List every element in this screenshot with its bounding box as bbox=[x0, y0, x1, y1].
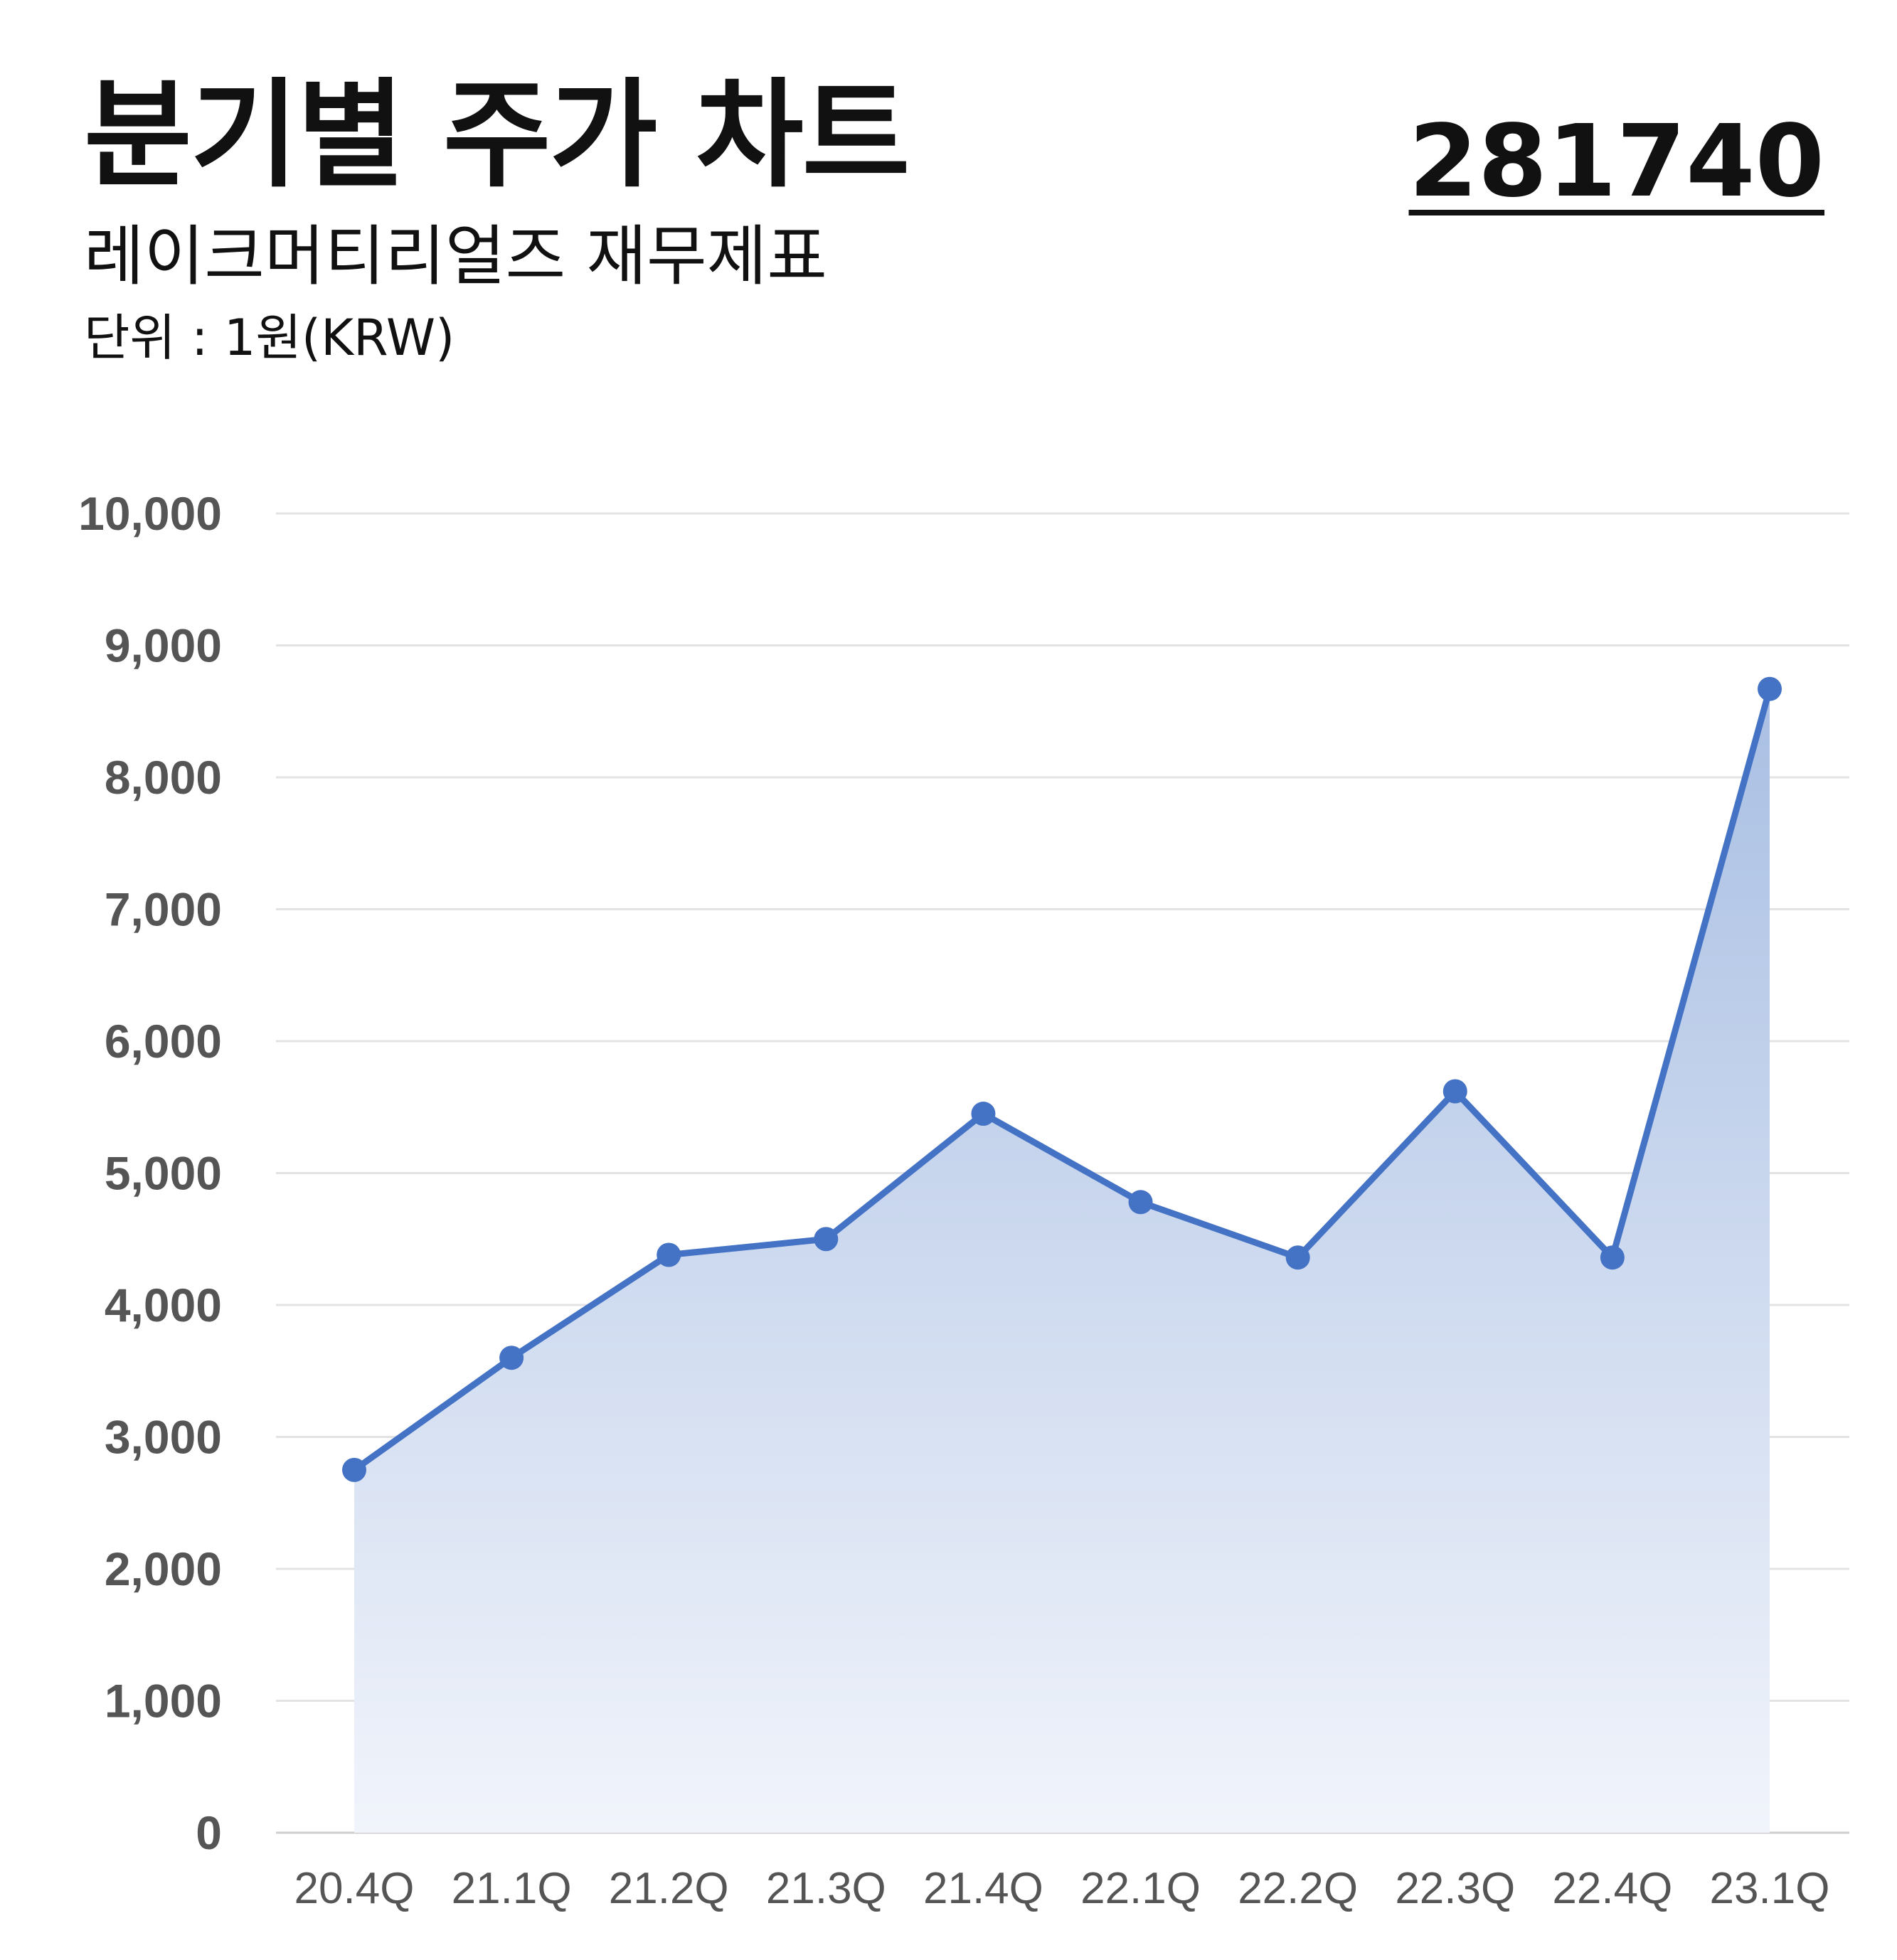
x-tick-label: 22.4Q bbox=[1552, 1864, 1672, 1913]
y-tick-label: 0 bbox=[196, 1806, 222, 1859]
y-tick-label: 1,000 bbox=[105, 1675, 222, 1727]
data-point bbox=[1442, 1079, 1467, 1104]
x-tick-label: 22.1Q bbox=[1080, 1864, 1201, 1913]
data-point bbox=[1128, 1190, 1153, 1215]
page-subtitle: 레이크머티리얼즈 재무제표 bbox=[84, 218, 827, 294]
x-axis-ticks: 20.4Q 21.1Q 21.2Q 21.3Q 21.4Q 22.1Q 22.2Q 22.3Q… bbox=[294, 1864, 1830, 1913]
y-tick-label: 3,000 bbox=[105, 1411, 222, 1464]
data-point bbox=[814, 1227, 839, 1252]
area-fill bbox=[354, 688, 1770, 1833]
series-line-layer bbox=[351, 686, 1773, 1474]
y-tick-label: 4,000 bbox=[105, 1279, 222, 1331]
y-tick-label: 5,000 bbox=[105, 1147, 222, 1200]
y-tick-label: 10,000 bbox=[78, 487, 222, 540]
y-axis-ticks: 0 1,000 2,000 3,000 4,000 5,000 6,000 7,000 8,00… bbox=[78, 487, 222, 1859]
data-point bbox=[657, 1242, 681, 1267]
data-point bbox=[1285, 1245, 1310, 1270]
series-line bbox=[351, 686, 1773, 1474]
data-point bbox=[1600, 1245, 1625, 1270]
x-tick-label: 22.2Q bbox=[1238, 1864, 1358, 1913]
x-tick-label: 23.1Q bbox=[1710, 1864, 1830, 1913]
area-fill-layer bbox=[354, 688, 1770, 1833]
y-tick-label: 7,000 bbox=[105, 883, 222, 936]
page-title: 분기별 주가 차트 bbox=[84, 67, 910, 203]
y-tick-label: 8,000 bbox=[105, 751, 222, 804]
data-point bbox=[971, 1102, 996, 1127]
data-point bbox=[342, 1457, 366, 1482]
y-tick-label: 2,000 bbox=[105, 1543, 222, 1595]
x-tick-label: 21.1Q bbox=[452, 1864, 572, 1913]
x-tick-label: 21.2Q bbox=[609, 1864, 729, 1913]
x-tick-label: 21.3Q bbox=[766, 1864, 886, 1913]
x-tick-label: 22.3Q bbox=[1395, 1864, 1515, 1913]
y-tick-label: 6,000 bbox=[105, 1015, 222, 1067]
x-tick-label: 21.4Q bbox=[923, 1864, 1043, 1913]
x-tick-label: 20.4Q bbox=[294, 1864, 415, 1913]
data-point bbox=[499, 1346, 524, 1370]
y-tick-label: 9,000 bbox=[105, 619, 222, 672]
stock-code: 281740 bbox=[1408, 104, 1824, 220]
data-point bbox=[1758, 676, 1782, 701]
unit-label: 단위 : 1원(KRW) bbox=[84, 309, 455, 367]
data-points-layer bbox=[342, 676, 1782, 1482]
